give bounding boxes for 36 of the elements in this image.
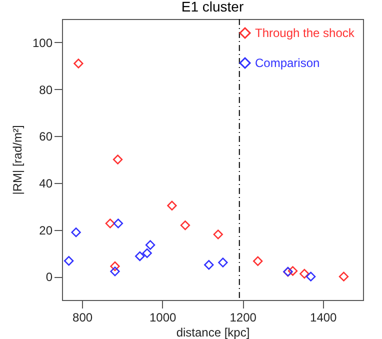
chart-title: E1 cluster — [181, 0, 244, 14]
point — [167, 200, 177, 210]
point — [204, 260, 214, 270]
y-tick-label: 20 — [39, 223, 53, 238]
point — [112, 154, 123, 164]
point — [113, 218, 124, 228]
point — [300, 268, 310, 279]
x-tick-label: 1200 — [230, 310, 257, 324]
y-tick-label: 100 — [32, 36, 53, 50]
y-tick-label: 80 — [39, 82, 53, 97]
point — [253, 256, 263, 266]
point — [338, 272, 349, 282]
point — [145, 240, 156, 250]
x-tick-label: 800 — [72, 310, 93, 324]
legend-label: Through the shock — [255, 26, 356, 40]
point — [105, 218, 115, 228]
point — [74, 58, 84, 68]
y-tick-label: 0 — [46, 270, 53, 284]
y-tick-label: 40 — [39, 176, 53, 190]
legend-label: Comparison — [255, 56, 320, 70]
point — [218, 258, 228, 268]
y-tick-label: 60 — [39, 130, 53, 144]
point — [110, 266, 120, 276]
point — [306, 272, 316, 282]
point — [213, 230, 223, 240]
point — [288, 266, 298, 276]
y-axis-title: |RM| [rad/m²] — [10, 125, 24, 195]
point — [180, 220, 190, 230]
x-tick-label: 1400 — [310, 310, 338, 324]
x-tick-label: 1000 — [149, 310, 177, 324]
x-axis-title: distance [kpc] — [176, 326, 250, 339]
point — [135, 251, 145, 262]
point — [71, 227, 81, 238]
point — [110, 261, 120, 272]
point — [142, 248, 152, 258]
point — [64, 256, 74, 266]
